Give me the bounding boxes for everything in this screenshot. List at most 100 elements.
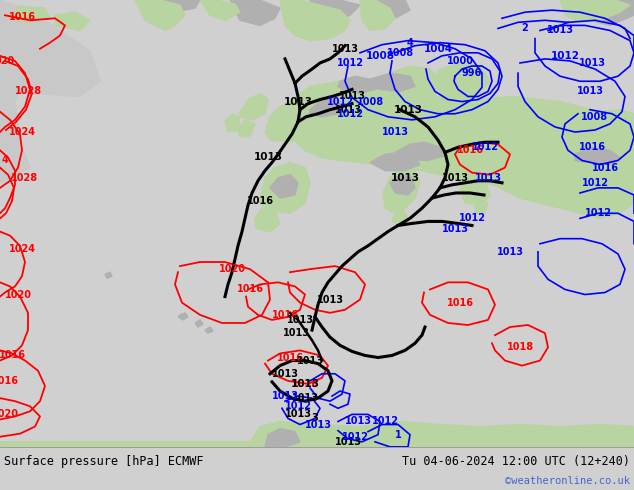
Text: Tu 04-06-2024 12:00 UTC (12+240): Tu 04-06-2024 12:00 UTC (12+240) xyxy=(402,455,630,468)
Polygon shape xyxy=(0,0,100,97)
Polygon shape xyxy=(205,327,213,333)
Polygon shape xyxy=(432,63,490,97)
Text: 1012: 1012 xyxy=(585,208,612,218)
Text: 1013: 1013 xyxy=(394,105,422,115)
Polygon shape xyxy=(285,81,520,181)
Text: 1016: 1016 xyxy=(292,379,318,389)
Polygon shape xyxy=(598,110,634,188)
Polygon shape xyxy=(105,272,112,278)
Text: 1013: 1013 xyxy=(339,92,365,101)
Text: 1012: 1012 xyxy=(372,416,399,426)
Polygon shape xyxy=(135,0,185,30)
Text: 1013: 1013 xyxy=(391,173,420,183)
Text: 1013: 1013 xyxy=(297,356,323,366)
Text: 1012: 1012 xyxy=(550,51,579,61)
Text: 1016: 1016 xyxy=(8,12,36,22)
Text: 2: 2 xyxy=(522,24,528,33)
Polygon shape xyxy=(178,313,188,320)
Text: 1020: 1020 xyxy=(219,264,245,274)
Text: 1016: 1016 xyxy=(236,285,264,294)
Text: 1013: 1013 xyxy=(382,127,408,137)
Text: 020: 020 xyxy=(0,56,15,66)
Text: 1028: 1028 xyxy=(15,86,42,97)
Polygon shape xyxy=(392,208,408,225)
Text: ©weatheronline.co.uk: ©weatheronline.co.uk xyxy=(505,476,630,486)
Text: 1013: 1013 xyxy=(441,223,469,234)
Polygon shape xyxy=(370,152,420,171)
Polygon shape xyxy=(260,163,310,213)
Text: 1024: 1024 xyxy=(8,244,36,254)
Text: 1008: 1008 xyxy=(365,51,394,61)
Text: 1016: 1016 xyxy=(578,142,605,152)
Text: 1012: 1012 xyxy=(581,178,609,188)
Text: 1013: 1013 xyxy=(271,369,299,379)
Text: 1013: 1013 xyxy=(271,391,299,401)
Text: 996: 996 xyxy=(462,68,482,78)
Polygon shape xyxy=(460,178,490,205)
Text: 1020: 1020 xyxy=(4,290,32,299)
Text: 1013: 1013 xyxy=(547,25,574,35)
Text: 1013: 1013 xyxy=(304,419,332,430)
Text: 1013: 1013 xyxy=(283,97,313,106)
Text: 1012: 1012 xyxy=(337,109,363,119)
Text: 1013: 1013 xyxy=(441,173,469,183)
Text: 1028: 1028 xyxy=(11,173,39,183)
Polygon shape xyxy=(55,12,90,30)
Text: 1013: 1013 xyxy=(287,315,313,325)
Polygon shape xyxy=(310,97,340,117)
Text: 3: 3 xyxy=(312,414,318,423)
Polygon shape xyxy=(360,0,395,30)
Polygon shape xyxy=(385,66,440,99)
Text: 1008: 1008 xyxy=(356,97,384,106)
Text: 1016: 1016 xyxy=(247,196,273,206)
Polygon shape xyxy=(240,94,268,120)
Text: 1013: 1013 xyxy=(292,393,318,403)
Text: 1016: 1016 xyxy=(276,352,304,363)
Polygon shape xyxy=(580,0,634,25)
Text: 1020: 1020 xyxy=(0,409,18,419)
Polygon shape xyxy=(310,0,360,23)
Text: 1013: 1013 xyxy=(578,58,605,68)
Polygon shape xyxy=(530,154,634,201)
Polygon shape xyxy=(338,76,375,94)
Text: 1016: 1016 xyxy=(592,163,619,172)
Polygon shape xyxy=(560,0,630,23)
Text: 1013: 1013 xyxy=(344,416,372,426)
Text: 1016: 1016 xyxy=(456,146,484,155)
Polygon shape xyxy=(145,0,200,15)
Polygon shape xyxy=(195,320,203,327)
Text: 1012: 1012 xyxy=(285,401,311,411)
Text: 1000: 1000 xyxy=(446,56,474,66)
Polygon shape xyxy=(475,199,488,213)
Polygon shape xyxy=(0,421,634,447)
Polygon shape xyxy=(225,114,240,132)
Polygon shape xyxy=(200,0,240,20)
Text: 1012: 1012 xyxy=(472,142,498,152)
Text: 1008: 1008 xyxy=(387,48,413,58)
Text: 4: 4 xyxy=(406,38,413,48)
Polygon shape xyxy=(270,175,298,198)
Polygon shape xyxy=(395,142,445,160)
Text: 1012: 1012 xyxy=(342,432,368,441)
Polygon shape xyxy=(260,432,280,447)
Text: 1024: 1024 xyxy=(8,127,36,137)
Polygon shape xyxy=(280,0,350,41)
Text: 1013: 1013 xyxy=(496,247,524,257)
Text: 1008: 1008 xyxy=(581,112,609,122)
Text: 1013: 1013 xyxy=(335,437,361,447)
Text: 1016: 1016 xyxy=(271,310,299,320)
Text: 1013: 1013 xyxy=(316,294,344,305)
Polygon shape xyxy=(265,101,315,142)
Text: 1004: 1004 xyxy=(424,44,453,54)
Polygon shape xyxy=(370,0,410,18)
Text: 1013: 1013 xyxy=(332,44,358,54)
Polygon shape xyxy=(348,89,370,109)
Text: 1016: 1016 xyxy=(446,297,474,308)
Polygon shape xyxy=(445,97,634,219)
Text: 1012: 1012 xyxy=(337,58,363,68)
Polygon shape xyxy=(230,0,280,25)
Polygon shape xyxy=(575,147,620,165)
Text: 1013: 1013 xyxy=(285,409,311,419)
Text: 1012: 1012 xyxy=(458,213,486,223)
Text: 1013: 1013 xyxy=(283,328,309,338)
